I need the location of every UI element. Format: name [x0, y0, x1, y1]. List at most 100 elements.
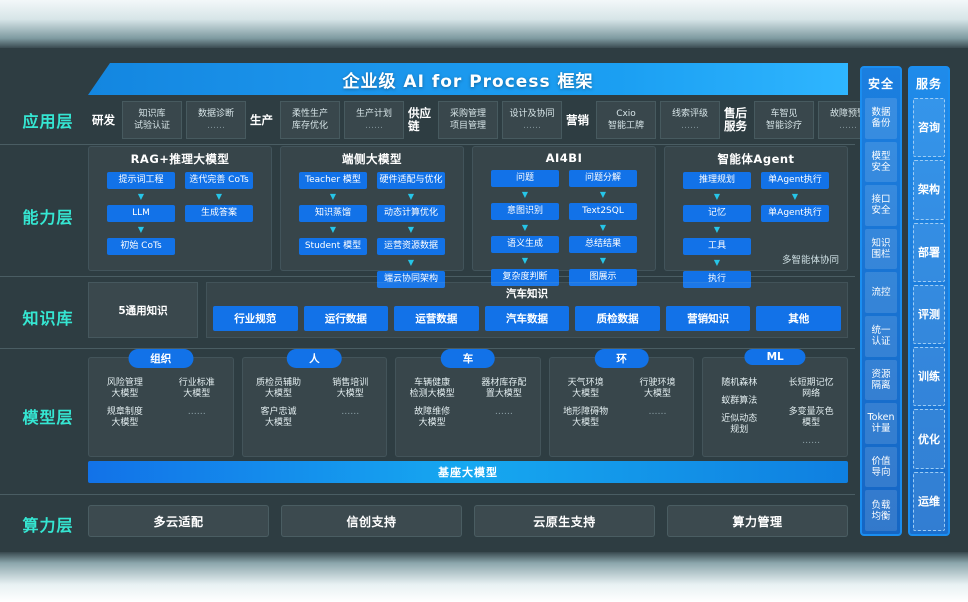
- application-card[interactable]: Cxio 智能工牌: [596, 101, 656, 139]
- ability-chip-right[interactable]: 生成答案: [185, 205, 253, 222]
- model-item[interactable]: 质检员辅助 大模型: [255, 378, 301, 399]
- ability-chip-left[interactable]: Teacher 模型: [299, 172, 367, 189]
- security-panel-item[interactable]: 接口 安全: [865, 185, 897, 226]
- ability-chip-right[interactable]: 端云协同架构: [377, 271, 445, 288]
- security-panel-item[interactable]: 模型 安全: [865, 141, 897, 183]
- ability-chip-left[interactable]: 意图识别: [491, 203, 559, 220]
- compute-card[interactable]: 云原生支持: [474, 505, 655, 537]
- ability-chip-left[interactable]: Student 模型: [299, 238, 367, 255]
- model-item[interactable]: 风险管理 大模型: [106, 378, 143, 399]
- ability-chip-left[interactable]: 工具: [683, 238, 751, 255]
- ability-chip-left[interactable]: 初始 CoTs: [107, 238, 175, 255]
- model-item[interactable]: 器材库存配 置大模型: [481, 378, 527, 399]
- arrow-down-icon: ▼: [791, 192, 799, 201]
- ability-chip-right[interactable]: 运营资源数据: [377, 238, 445, 255]
- knowledge-chip[interactable]: 运行数据: [303, 306, 389, 331]
- model-item[interactable]: 客户忠诚 大模型: [260, 407, 297, 428]
- model-group-pill[interactable]: 组织: [128, 349, 194, 368]
- model-item[interactable]: 车辆健康 检测大模型: [409, 378, 455, 399]
- ability-chip-right[interactable]: 总结结果: [569, 236, 637, 253]
- ability-chip-right[interactable]: 单Agent执行: [761, 172, 829, 189]
- ability-chip-left[interactable]: 推理规划: [683, 172, 751, 189]
- ability-chip-right[interactable]: 单Agent执行: [761, 205, 829, 222]
- model-item[interactable]: 蚁群算法: [721, 396, 758, 406]
- ability-chip-left[interactable]: 语义生成: [491, 236, 559, 253]
- knowledge-chip[interactable]: 运营数据: [394, 306, 479, 331]
- model-item[interactable]: 规章制度 大模型: [106, 407, 143, 428]
- model-item[interactable]: ……: [341, 407, 360, 417]
- ability-chip-right[interactable]: 动态计算优化: [377, 205, 445, 222]
- application-card-line1: 车智见: [770, 109, 798, 119]
- compute-card[interactable]: 多云适配: [88, 505, 269, 537]
- service-panel-item[interactable]: 部署: [913, 222, 945, 282]
- ability-chip-left[interactable]: 记忆: [683, 205, 751, 222]
- application-card[interactable]: 采购管理 项目管理: [438, 101, 498, 139]
- service-panel-item[interactable]: 架构: [913, 160, 945, 220]
- model-group-box: ML 随机森林蚁群算法近似动态 规划 长短期记忆 网络 多变量灰色 模型 ……: [702, 349, 848, 457]
- model-group-pill[interactable]: 环: [594, 349, 649, 368]
- compute-card[interactable]: 信创支持: [281, 505, 462, 537]
- ability-chip-right[interactable]: 迭代完善 CoTs: [185, 172, 253, 189]
- service-panel-item[interactable]: 评测: [913, 284, 945, 345]
- service-panel-item[interactable]: 优化: [913, 409, 945, 469]
- security-panel-item[interactable]: 数据 备份: [865, 98, 897, 139]
- application-card[interactable]: 线索评级 ……: [660, 101, 720, 139]
- model-item[interactable]: 随机森林: [721, 378, 758, 388]
- ability-chip-right[interactable]: 硬件适配与优化: [377, 172, 445, 189]
- model-group-pill[interactable]: 车: [440, 349, 496, 368]
- security-panel-item[interactable]: 负载 均衡: [865, 490, 897, 531]
- security-panel-item[interactable]: 知识 围栏: [865, 228, 897, 270]
- model-group-pill[interactable]: ML: [744, 349, 806, 365]
- security-panel-item[interactable]: Token 计量: [865, 403, 897, 444]
- knowledge-chip[interactable]: 营销知识: [665, 306, 751, 331]
- application-card[interactable]: 生产计划 ……: [344, 101, 404, 139]
- model-item[interactable]: 长短期记忆 网络: [788, 378, 834, 399]
- model-item[interactable]: 近似动态 规划: [721, 414, 758, 435]
- ability-chip-left[interactable]: 执行: [683, 271, 751, 288]
- application-card[interactable]: 数据诊断 ……: [186, 101, 246, 139]
- general-knowledge-card[interactable]: 5通用知识: [88, 282, 198, 338]
- ability-chip-right[interactable]: Text2SQL: [569, 203, 637, 220]
- model-group-pill[interactable]: 人: [287, 349, 342, 368]
- ability-column: 问题分解 ▼ Text2SQL ▼ 总结结果 ▼ 图展示: [569, 170, 637, 286]
- ability-chip-left[interactable]: 知识蒸馏: [299, 205, 367, 222]
- arrow-down-icon: ▼: [521, 190, 529, 199]
- security-panel-item[interactable]: 统一 认证: [865, 315, 897, 357]
- model-item[interactable]: 销售培训 大模型: [332, 378, 369, 399]
- model-item[interactable]: 天气环境 大模型: [567, 378, 604, 399]
- model-item[interactable]: ……: [187, 407, 206, 417]
- ability-chip-left[interactable]: 提示词工程: [107, 172, 175, 189]
- security-panel-item[interactable]: 流控: [865, 272, 897, 313]
- ability-box-note: 多智能体协同: [781, 255, 839, 266]
- model-item[interactable]: 地形障碍物 大模型: [563, 407, 609, 428]
- security-panel-item[interactable]: 资源 隔离: [865, 359, 897, 401]
- application-card[interactable]: 设计及协同 ……: [502, 101, 562, 139]
- application-card[interactable]: 柔性生产 库存优化: [280, 101, 340, 139]
- knowledge-chip[interactable]: 质检数据: [575, 306, 660, 331]
- application-card-list: 采购管理 项目管理 设计及协同 ……: [438, 101, 562, 139]
- model-item[interactable]: ……: [802, 436, 821, 446]
- knowledge-chip[interactable]: 汽车数据: [484, 306, 570, 331]
- ability-chip-right[interactable]: 图展示: [569, 269, 637, 286]
- service-panel-item[interactable]: 运维: [913, 471, 945, 531]
- model-item[interactable]: 多变量灰色 模型: [788, 407, 834, 428]
- model-item[interactable]: ……: [494, 407, 513, 417]
- application-card[interactable]: 知识库 试验认证: [122, 101, 182, 139]
- security-panel-item[interactable]: 价值 导向: [865, 446, 897, 488]
- model-item[interactable]: 故障维修 大模型: [414, 407, 451, 428]
- model-item[interactable]: ……: [648, 407, 667, 417]
- ability-chip-left[interactable]: 问题: [491, 170, 559, 187]
- ability-chip-left[interactable]: 复杂度判断: [491, 269, 559, 286]
- base-model-bar[interactable]: 基座大模型: [88, 461, 848, 483]
- knowledge-chip[interactable]: 行业规范: [212, 306, 298, 331]
- knowledge-chip[interactable]: 其他: [756, 306, 842, 331]
- ability-chip-left[interactable]: LLM: [107, 205, 175, 222]
- compute-card[interactable]: 算力管理: [667, 505, 848, 537]
- model-item-grid: 质检员辅助 大模型 客户忠诚 大模型 销售培训 大模型 ……: [243, 374, 387, 433]
- application-card[interactable]: 车智见 智能诊疗: [754, 101, 814, 139]
- service-panel-item[interactable]: 咨询: [913, 98, 945, 158]
- service-panel-item[interactable]: 训练: [913, 347, 945, 407]
- model-item[interactable]: 行业标准 大模型: [178, 378, 215, 399]
- ability-chip-right[interactable]: 问题分解: [569, 170, 637, 187]
- model-item[interactable]: 行驶环境 大模型: [639, 378, 676, 399]
